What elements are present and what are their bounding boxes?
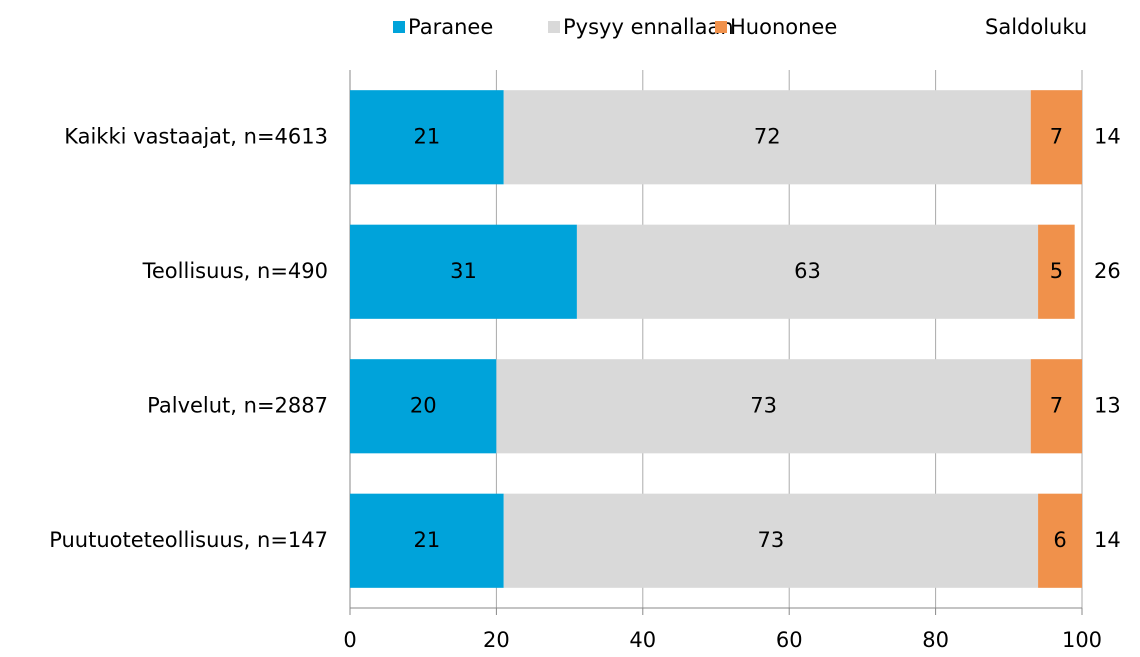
legend-label: Huononee <box>730 15 837 39</box>
data-label: 21 <box>413 124 440 148</box>
data-label: 73 <box>750 393 777 417</box>
y-tick-label: Teollisuus, n=490 <box>142 259 328 283</box>
data-label: 5 <box>1050 259 1063 283</box>
legend-swatch <box>548 21 560 33</box>
bar-segment <box>503 493 1039 588</box>
balance-label: 13 <box>1094 393 1121 417</box>
legend-label: Pysyy ennallaan <box>563 15 734 39</box>
data-label: 20 <box>410 393 437 417</box>
bar-segment <box>496 359 1031 454</box>
balance-label: 14 <box>1094 124 1121 148</box>
data-label: 63 <box>794 259 821 283</box>
legend-label: Paranee <box>408 15 493 39</box>
legend-swatch <box>393 21 405 33</box>
legend-label: Saldoluku <box>985 15 1087 39</box>
data-label: 31 <box>450 259 477 283</box>
bar-segment <box>350 224 577 319</box>
x-tick-label: 60 <box>776 628 803 652</box>
bar-segment <box>350 359 497 454</box>
balance-label: 14 <box>1094 528 1121 552</box>
data-label: 73 <box>758 528 785 552</box>
y-tick-label: Puutuoteteollisuus, n=147 <box>49 528 328 552</box>
bar-segment <box>350 90 504 185</box>
bar-segment <box>1038 493 1082 588</box>
legend-swatch <box>715 21 727 33</box>
data-label: 21 <box>413 528 440 552</box>
bar-segment <box>1038 224 1075 319</box>
bar-segment <box>1030 359 1082 454</box>
balance-label: 26 <box>1094 259 1121 283</box>
x-tick-label: 80 <box>922 628 949 652</box>
x-tick-label: 20 <box>483 628 510 652</box>
x-tick-label: 0 <box>343 628 356 652</box>
data-label: 72 <box>754 124 781 148</box>
data-label: 7 <box>1050 393 1063 417</box>
bar-segment <box>576 224 1039 319</box>
bar-segment <box>1030 90 1082 185</box>
y-tick-label: Palvelut, n=2887 <box>147 393 328 417</box>
data-label: 7 <box>1050 124 1063 148</box>
x-tick-label: 100 <box>1062 628 1102 652</box>
y-tick-label: Kaikki vastaajat, n=4613 <box>64 124 328 148</box>
x-tick-label: 40 <box>629 628 656 652</box>
data-label: 6 <box>1053 528 1066 552</box>
bar-segment <box>350 493 504 588</box>
bar-segment <box>503 90 1031 185</box>
